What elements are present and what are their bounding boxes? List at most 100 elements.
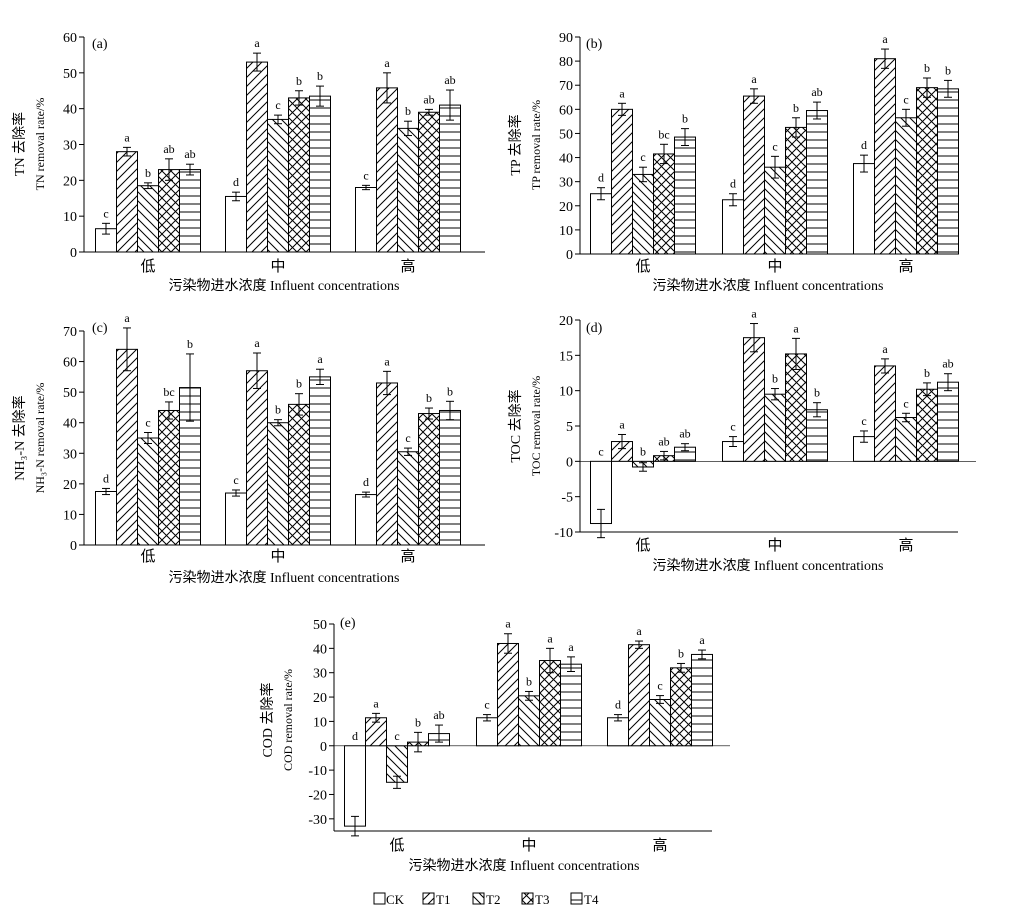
bar bbox=[116, 151, 138, 253]
significance-letter: c bbox=[772, 139, 777, 153]
significance-letter: a bbox=[373, 696, 379, 710]
y-tick-label: 0 bbox=[70, 246, 77, 261]
bar bbox=[267, 118, 289, 253]
x-tick-label: 高 bbox=[898, 258, 913, 275]
y-axis-title-en: TOC removal rate/% bbox=[529, 376, 543, 476]
x-tick-label: 低 bbox=[389, 837, 404, 854]
bar bbox=[937, 88, 959, 255]
panel-a: 0102030405060低中高cd caaabc babbababb ab (a) … bbox=[11, 31, 485, 294]
bar bbox=[476, 717, 498, 747]
bar bbox=[806, 110, 828, 255]
bar bbox=[116, 348, 138, 546]
significance-letter: a bbox=[124, 130, 130, 144]
bar bbox=[764, 166, 786, 255]
bar bbox=[137, 185, 159, 253]
bar bbox=[439, 409, 461, 546]
legend-item-t1: T1 bbox=[422, 892, 450, 907]
significance-letter: bc bbox=[163, 385, 174, 399]
bar bbox=[246, 61, 268, 253]
significance-letter: a bbox=[254, 36, 260, 50]
x-axis-title: 污染物进水浓度 Influent concentrations bbox=[169, 570, 400, 586]
bar bbox=[225, 492, 247, 546]
bar bbox=[874, 58, 896, 255]
bars-layer: 010203040506070低中高d c daaacbcbcbbbab bbox=[63, 311, 461, 565]
legend-swatch bbox=[521, 892, 534, 905]
panel-label: (e) bbox=[340, 616, 356, 631]
significance-letter: ab bbox=[942, 357, 953, 371]
x-tick-label: 低 bbox=[140, 548, 155, 565]
bar bbox=[418, 413, 440, 546]
bars-layer: -10-505101520低中高cc caaabbcabababbab bbox=[554, 307, 976, 554]
bar bbox=[497, 642, 519, 747]
y-tick-label: 10 bbox=[63, 210, 77, 225]
significance-letter: b bbox=[945, 63, 951, 77]
significance-letter: c bbox=[657, 679, 662, 693]
bar bbox=[895, 417, 917, 462]
bar bbox=[344, 745, 366, 827]
panel-label: (a) bbox=[92, 37, 108, 52]
x-tick-label: 高 bbox=[652, 837, 667, 854]
significance-letter: b bbox=[793, 101, 799, 115]
x-axis-title: 污染物进水浓度 Influent concentrations bbox=[409, 858, 640, 874]
y-tick-label: 50 bbox=[63, 67, 77, 82]
significance-letter: c bbox=[233, 473, 238, 487]
significance-letter: ab bbox=[444, 73, 455, 87]
bar bbox=[158, 409, 180, 546]
x-tick-label: 中 bbox=[767, 537, 782, 554]
panel-c: 010203040506070低中高d c daaacbcbcbbbab (c) N… bbox=[11, 311, 485, 586]
bar bbox=[355, 187, 377, 253]
significance-letter: a bbox=[882, 342, 888, 356]
bar bbox=[806, 409, 828, 462]
bar bbox=[691, 653, 713, 747]
significance-letter: d bbox=[363, 475, 369, 489]
significance-letter: a bbox=[254, 336, 260, 350]
significance-letter: a bbox=[751, 72, 757, 86]
bar bbox=[397, 127, 419, 253]
significance-letter: ab bbox=[811, 85, 822, 99]
legend-label: T2 bbox=[486, 892, 500, 907]
y-axis-title-cn: TN 去除率 bbox=[11, 112, 28, 176]
y-tick-label: 70 bbox=[559, 79, 573, 94]
legend-swatch bbox=[472, 892, 485, 905]
y-axis-title-cn: TOC 去除率 bbox=[507, 389, 524, 462]
y-tick-label: 15 bbox=[559, 349, 573, 364]
y-tick-label: 10 bbox=[63, 508, 77, 523]
significance-letter: c bbox=[394, 729, 399, 743]
y-axis-title-en: TP removal rate/% bbox=[529, 100, 543, 190]
bar bbox=[611, 108, 633, 255]
y-tick-label: 0 bbox=[566, 248, 573, 263]
legend-swatch bbox=[570, 892, 583, 905]
y-tick-label: 60 bbox=[63, 356, 77, 371]
y-axis-title-en: COD removal rate/% bbox=[281, 669, 295, 771]
significance-letter: c bbox=[145, 415, 150, 429]
significance-letter: ab bbox=[163, 142, 174, 156]
bar bbox=[518, 695, 540, 747]
significance-letter: c bbox=[275, 98, 280, 112]
bar bbox=[95, 491, 117, 546]
panel-b: 0102030405060708090低中高d ddaaacccbcbbbabb … bbox=[507, 31, 959, 294]
bar bbox=[937, 381, 959, 462]
y-axis-title-cn: COD 去除率 bbox=[259, 682, 276, 757]
y-tick-label: 50 bbox=[63, 386, 77, 401]
bar bbox=[785, 353, 807, 462]
bar bbox=[376, 87, 398, 253]
significance-letter: a bbox=[699, 633, 705, 647]
bar bbox=[895, 117, 917, 255]
significance-letter: a bbox=[384, 56, 390, 70]
y-tick-label: 0 bbox=[566, 455, 573, 470]
bar bbox=[267, 422, 289, 546]
y-tick-label: 20 bbox=[63, 174, 77, 189]
significance-letter: a bbox=[317, 352, 323, 366]
x-tick-label: 高 bbox=[400, 258, 415, 275]
significance-letter: b bbox=[814, 386, 820, 400]
y-tick-label: 10 bbox=[559, 385, 573, 400]
significance-letter: ab bbox=[433, 708, 444, 722]
significance-letter: b bbox=[405, 104, 411, 118]
significance-letter: a bbox=[505, 617, 511, 631]
significance-letter: ab bbox=[679, 427, 690, 441]
significance-letter: b bbox=[187, 337, 193, 351]
bar bbox=[874, 365, 896, 462]
significance-letter: b bbox=[526, 674, 532, 688]
significance-letter: c bbox=[903, 396, 908, 410]
